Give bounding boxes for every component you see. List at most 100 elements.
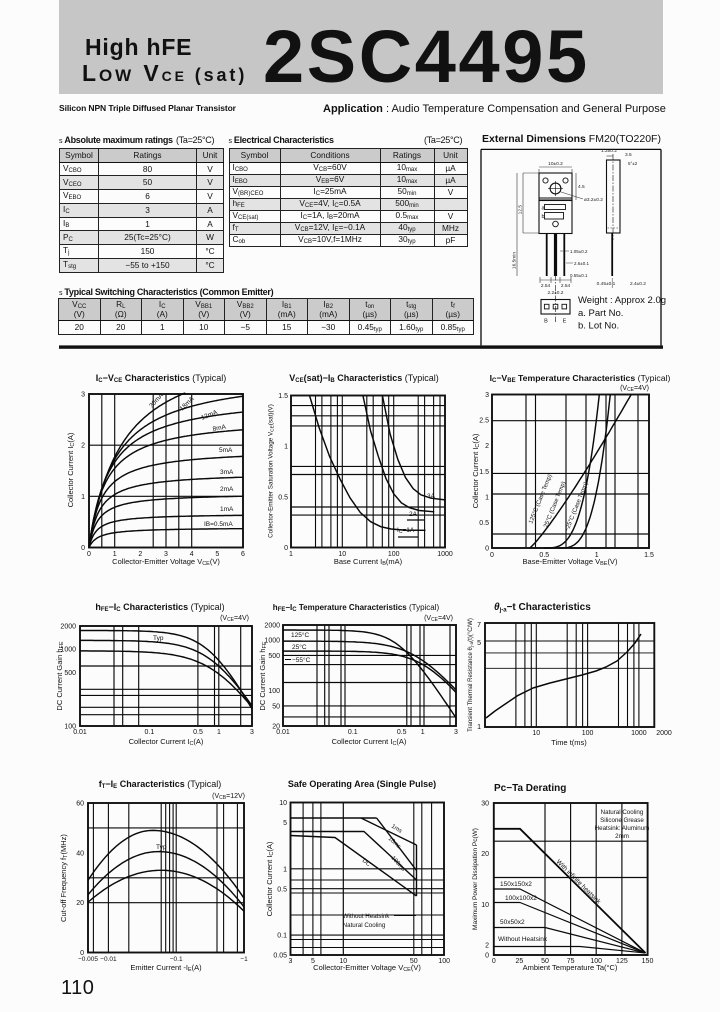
svg-text:100: 100 (268, 688, 280, 695)
svg-text:10ms: 10ms (387, 836, 402, 850)
svg-text:4.5: 4.5 (578, 184, 585, 190)
svg-text:75: 75 (567, 958, 575, 965)
svg-text:DC Current Gain hFE: DC Current Gain hFE (55, 641, 65, 710)
svg-text:0.45±0.1: 0.45±0.1 (597, 281, 616, 287)
svg-text:1: 1 (477, 724, 481, 731)
svg-text:0: 0 (284, 545, 288, 552)
svg-text:2: 2 (81, 443, 85, 450)
svg-text:2.6±0.1: 2.6±0.1 (574, 261, 589, 266)
svg-text:1.2±0.2: 1.2±0.2 (601, 148, 617, 154)
svg-text:10±0.2: 10±0.2 (548, 161, 563, 167)
svg-text:16.5min: 16.5min (512, 252, 518, 269)
svg-text:(VCB=12V): (VCB=12V) (212, 793, 245, 801)
svg-text:50x50x2: 50x50x2 (500, 919, 525, 926)
svg-text:1.5: 1.5 (479, 469, 489, 476)
svg-text:1000: 1000 (60, 647, 76, 654)
svg-text:20: 20 (481, 851, 489, 858)
svg-text:2000: 2000 (264, 623, 280, 630)
svg-text:5mA: 5mA (219, 447, 233, 454)
svg-text:Silicone Grease: Silicone Grease (600, 817, 644, 824)
svg-text:3: 3 (81, 392, 85, 399)
svg-text:0.5: 0.5 (278, 494, 288, 501)
svg-text:50: 50 (541, 958, 549, 965)
svg-text:1mA: 1mA (220, 506, 234, 513)
svg-text:1.5: 1.5 (644, 552, 654, 559)
svg-text:2.5: 2.5 (479, 418, 489, 425)
svg-text:5: 5 (215, 551, 219, 558)
svg-text:10: 10 (279, 800, 287, 807)
svg-text:10: 10 (338, 551, 346, 558)
svg-text:100x100x2: 100x100x2 (505, 895, 537, 902)
svg-text:2000: 2000 (60, 624, 76, 631)
svg-text:Collector-Emitter Saturation: Collector-Emitter Saturation Voltage VCE… (268, 404, 276, 538)
svg-text:B: B (544, 319, 548, 325)
svg-text:Ambient Temperature Ta(°C): Ambient Temperature Ta(°C) (523, 963, 618, 972)
svg-text:Without Heatsink: Without Heatsink (343, 913, 391, 920)
svg-text:0: 0 (87, 551, 91, 558)
svg-text:Without Heatsink: Without Heatsink (498, 936, 548, 943)
svg-text:a: a (542, 206, 546, 212)
svg-text:5: 5 (311, 958, 315, 965)
svg-text:2000: 2000 (656, 730, 672, 737)
svg-text:Collector Current IC(A): Collector Current IC(A) (129, 737, 204, 747)
svg-text:2: 2 (138, 551, 142, 558)
svg-text:8mA: 8mA (212, 424, 227, 433)
svg-text:0.55±0.1: 0.55±0.1 (570, 273, 588, 278)
svg-text:Maximum Power Dissipation Pc(W: Maximum Power Dissipation Pc(W) (472, 828, 479, 930)
svg-text:−0.005: −0.005 (78, 956, 98, 963)
svg-text:1: 1 (421, 729, 425, 736)
svg-text:500: 500 (268, 653, 280, 660)
svg-text:6: 6 (241, 551, 245, 558)
svg-text:1: 1 (284, 444, 288, 451)
svg-text:5: 5 (283, 820, 287, 827)
svg-text:20: 20 (76, 900, 84, 907)
svg-text:125: 125 (616, 958, 628, 965)
svg-text:0.01: 0.01 (276, 729, 290, 736)
svg-text:2mA: 2mA (220, 486, 234, 493)
svg-text:25°C: 25°C (292, 643, 307, 651)
svg-text:1ms: 1ms (390, 824, 403, 835)
svg-text:Weight : Approx 2.0g: Weight : Approx 2.0g (578, 295, 666, 306)
svg-text:Emitter Current -IE(A): Emitter Current -IE(A) (130, 963, 202, 973)
svg-text:1: 1 (113, 551, 117, 558)
svg-text:DC: DC (361, 858, 372, 869)
svg-text:0: 0 (490, 552, 494, 559)
svg-text:−0.01: −0.01 (100, 956, 117, 963)
svg-text:10: 10 (481, 902, 489, 909)
svg-text:100ms: 100ms (390, 855, 407, 872)
svg-text:Base-Emitter Voltage VBE(V): Base-Emitter Voltage VBE(V) (523, 557, 618, 567)
svg-text:Typ: Typ (153, 635, 164, 642)
svg-text:0.1: 0.1 (277, 933, 287, 940)
svg-text:1: 1 (485, 494, 489, 501)
svg-text:−0.1: −0.1 (170, 956, 183, 963)
svg-text:Collector Current IC(A): Collector Current IC(A) (332, 737, 407, 747)
svg-text:Natural Cooling: Natural Cooling (601, 809, 644, 816)
svg-text:IC−VCE Characteristics (Typica: IC−VCE Characteristics (Typical) (96, 373, 227, 384)
svg-text:5°±2: 5°±2 (628, 161, 638, 166)
svg-text:(VCE=4V): (VCE=4V) (620, 385, 649, 393)
svg-text:3: 3 (485, 392, 489, 399)
svg-text:0.5: 0.5 (397, 729, 407, 736)
svg-text:1: 1 (289, 551, 293, 558)
svg-text:3.5: 3.5 (625, 152, 632, 158)
svg-text:0: 0 (492, 958, 496, 965)
svg-text:3: 3 (164, 551, 168, 558)
svg-text:5: 5 (477, 640, 481, 647)
svg-text:VCE(sat)−IB Characteristics (T: VCE(sat)−IB Characteristics (Typical) (289, 373, 439, 384)
svg-text:1: 1 (283, 866, 287, 873)
svg-text:12mA: 12mA (200, 409, 219, 422)
svg-text:4: 4 (190, 551, 194, 558)
svg-text:0: 0 (485, 546, 489, 553)
svg-text:2.54: 2.54 (541, 283, 551, 289)
svg-text:(VCE=4V): (VCE=4V) (424, 615, 453, 623)
svg-text:Base Current IB(mA): Base Current IB(mA) (334, 557, 403, 567)
svg-text:2A: 2A (409, 511, 418, 518)
svg-text:125°C: 125°C (291, 631, 309, 639)
svg-text:150x150x2: 150x150x2 (500, 881, 532, 888)
svg-text:IB=0.5mA: IB=0.5mA (204, 521, 233, 528)
svg-text:2mm: 2mm (615, 833, 629, 840)
svg-text:50: 50 (272, 703, 280, 710)
svg-text:150: 150 (642, 958, 654, 965)
svg-text:−1: −1 (240, 956, 248, 963)
svg-text:Time t(ms): Time t(ms) (551, 738, 587, 747)
